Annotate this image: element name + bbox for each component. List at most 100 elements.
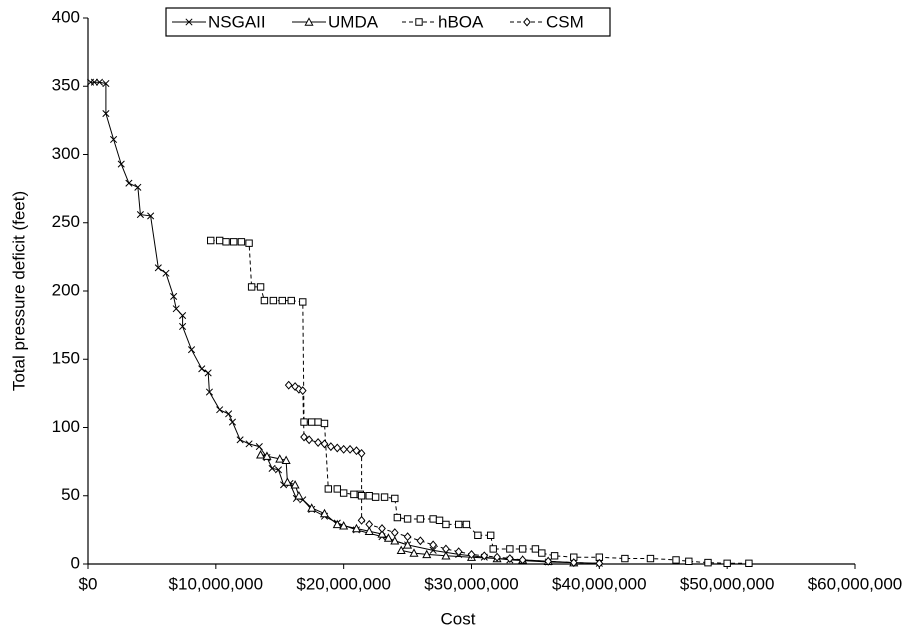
legend-marker [523, 17, 531, 27]
marker [314, 418, 322, 426]
marker [299, 298, 307, 306]
series-line [288, 384, 600, 564]
marker [305, 435, 314, 445]
marker [383, 533, 393, 542]
marker [505, 554, 514, 564]
legend-marker [415, 18, 423, 26]
x-tick-label: $30,000,000 [424, 574, 519, 593]
marker [154, 264, 162, 272]
marker [550, 552, 559, 560]
marker [429, 540, 438, 550]
legend-label: UMDA [328, 12, 379, 31]
marker [284, 380, 293, 390]
marker [493, 552, 501, 562]
marker [570, 553, 578, 561]
marker [365, 492, 373, 500]
marker [319, 508, 330, 518]
marker [538, 549, 546, 557]
marker [207, 236, 215, 245]
marker [704, 558, 712, 567]
marker [518, 545, 527, 553]
x-axis-label: Cost [441, 609, 476, 628]
marker [467, 549, 476, 559]
marker [391, 494, 399, 503]
marker [486, 531, 495, 540]
marker [102, 109, 110, 118]
marker [256, 450, 266, 459]
marker [228, 418, 237, 426]
marker [225, 410, 233, 418]
marker [357, 448, 366, 458]
marker [346, 444, 354, 454]
x-tick-label: $20,000,000 [296, 574, 391, 593]
marker [281, 455, 291, 464]
marker [429, 515, 437, 523]
marker [268, 464, 276, 473]
marker [390, 536, 400, 545]
marker [351, 523, 361, 533]
marker [170, 292, 178, 301]
marker [308, 418, 316, 426]
x-tick-label: $50,000,000 [680, 574, 775, 593]
marker [544, 556, 553, 566]
marker [352, 446, 361, 456]
marker [506, 545, 514, 553]
legend-box [165, 7, 611, 37]
marker [357, 515, 366, 525]
marker [403, 515, 412, 523]
y-tick-label: 300 [52, 144, 80, 163]
marker [230, 238, 238, 246]
marker [215, 236, 224, 245]
marker [462, 520, 471, 529]
y-tick-label: 350 [52, 76, 80, 95]
x-tick-label: $40,000,000 [552, 574, 647, 593]
marker [339, 489, 348, 497]
marker [429, 546, 437, 554]
marker [320, 439, 329, 449]
y-axis-label: Total pressure deficit (feet) [9, 191, 28, 391]
x-tick-label: $10,000,000 [169, 574, 264, 593]
marker [455, 520, 463, 529]
marker [110, 135, 118, 144]
marker [371, 493, 380, 501]
marker [147, 212, 155, 220]
marker [442, 544, 450, 554]
marker [333, 443, 342, 453]
marker [204, 369, 212, 377]
legend-marker [185, 18, 193, 26]
marker [646, 554, 655, 563]
marker [378, 524, 386, 533]
marker [723, 559, 731, 568]
marker [416, 536, 425, 546]
marker [162, 269, 170, 277]
marker [621, 554, 629, 563]
marker [95, 78, 104, 86]
marker [300, 432, 308, 442]
marker [237, 238, 246, 246]
marker [569, 558, 578, 568]
marker [275, 454, 285, 463]
marker [245, 239, 253, 247]
marker [236, 436, 244, 444]
marker [125, 179, 133, 187]
marker [314, 438, 322, 447]
marker [403, 540, 413, 549]
marker [90, 78, 98, 86]
marker [595, 558, 604, 568]
marker [136, 211, 144, 219]
marker [364, 526, 374, 535]
marker [480, 551, 489, 561]
marker [390, 528, 399, 538]
marker [416, 515, 425, 523]
marker [357, 492, 366, 500]
marker [287, 296, 295, 305]
x-tick-label: $0 [79, 574, 98, 593]
marker [290, 480, 300, 489]
marker [245, 440, 253, 448]
y-tick-label: 0 [71, 553, 80, 572]
marker [422, 549, 432, 559]
marker [339, 444, 348, 454]
marker [396, 545, 406, 555]
marker [324, 485, 333, 493]
